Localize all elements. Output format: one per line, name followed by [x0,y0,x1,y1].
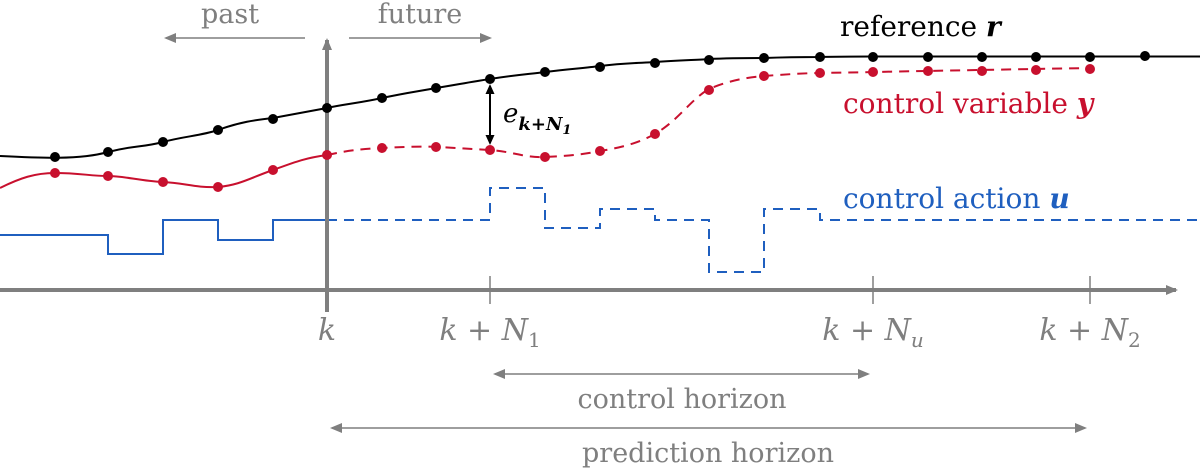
reference-point [923,52,933,62]
control-variable-point [213,182,223,192]
reference-point [1031,52,1041,62]
reference-point [431,83,441,93]
reference-label: reference r [840,10,1003,43]
error-label: ek+N1 [503,99,571,138]
control-variable-point [977,66,987,76]
future-label: future [378,0,463,30]
past-label: past [201,0,259,30]
reference-point [815,52,825,62]
control-variable-label: control variable y [843,87,1095,120]
control-variable-point [431,142,441,152]
reference-point [540,67,550,77]
control-variable-point [268,165,278,175]
control-variable-point [485,145,495,155]
reference-point [50,152,60,162]
control-variable-point [322,150,332,160]
reference-dots [50,51,1150,162]
reference-point [103,147,113,157]
control-variable-point [377,143,387,153]
reference-line [0,55,1200,159]
control-variable-point [50,168,60,178]
control-variable-point [103,171,113,181]
tick-label-kN2: k + N2 [1039,313,1140,352]
tick-label-kN1: k + N1 [439,313,540,352]
reference-point [1140,51,1150,61]
reference-point [704,55,714,65]
control-variable-point [704,85,714,95]
reference-point [322,103,332,113]
control-action-past-line [0,219,327,255]
control-variable-point [158,177,168,187]
control-variable-point [923,66,933,76]
reference-point [650,58,660,68]
reference-point [595,62,605,72]
reference-point [759,53,769,63]
control-variable-point [759,71,769,81]
reference-point [485,74,495,84]
control-variable-point [595,146,605,156]
reference-point [213,125,223,135]
tick-label-kNu: k + Nu [822,313,924,352]
tick-label-k: k [318,313,336,348]
reference-point [158,137,168,147]
control-variable-point [650,129,660,139]
control-action-label: control action u [843,182,1070,215]
prediction-horizon-label: prediction horizon [582,438,834,469]
reference-point [1085,52,1095,62]
reference-point [268,114,278,124]
control-variable-point [1031,65,1041,75]
control-variable-point [868,67,878,77]
control-action-future-line [327,187,1200,273]
control-variable-point [540,152,550,162]
control-variable-point [815,68,825,78]
control-horizon-label: control horizon [577,384,786,415]
reference-point [868,52,878,62]
control-variable-dots [50,64,1095,192]
control-variable-point [1085,64,1095,74]
reference-point [377,93,387,103]
reference-point [977,52,987,62]
